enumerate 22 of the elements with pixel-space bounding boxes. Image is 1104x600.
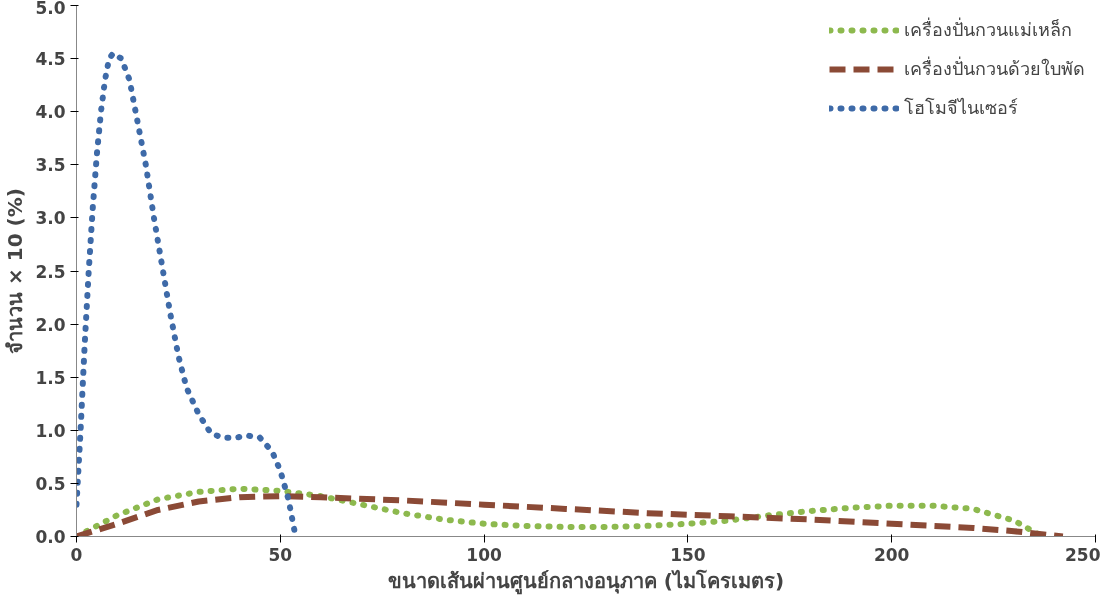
y-tick-label: 4.5 (35, 49, 66, 70)
x-tick-label: 50 (268, 544, 293, 565)
y-tick-label: 2.5 (35, 261, 66, 282)
x-tick-label: 250 (1065, 544, 1101, 565)
x-tick-label: 200 (873, 544, 910, 565)
legend-label: โฮโมจีไนเซอร์ (904, 96, 1018, 120)
y-tick-label: 0.0 (35, 527, 66, 547)
x-tick-label: 150 (670, 544, 706, 565)
legend-label: เครื่องปั่นกวนด้วยใบพัด (904, 55, 1085, 81)
x-axis-title: ขนาดเส้นผ่านศูนย์กลางอนุภาค (ไมโครเมตร) (387, 568, 785, 595)
y-tick-label: 3.0 (35, 208, 66, 229)
y-tick-label: 5.0 (35, 0, 66, 18)
y-tick-label: 2.0 (35, 314, 66, 335)
y-tick-label: 1.5 (35, 367, 66, 388)
y-tick-label: 4.0 (35, 102, 66, 123)
y-tick-label: 1.0 (35, 420, 66, 441)
legend-label: เครื่องปั่นกวนแม่เหล็ก (904, 16, 1072, 42)
x-tick-label: 100 (466, 544, 503, 565)
y-tick-label: 3.5 (35, 155, 66, 176)
y-tick-label: 0.5 (35, 473, 66, 494)
y-axis-title: จำนวน × 10 (%) (3, 188, 28, 354)
x-tick-label: 0 (70, 544, 83, 565)
